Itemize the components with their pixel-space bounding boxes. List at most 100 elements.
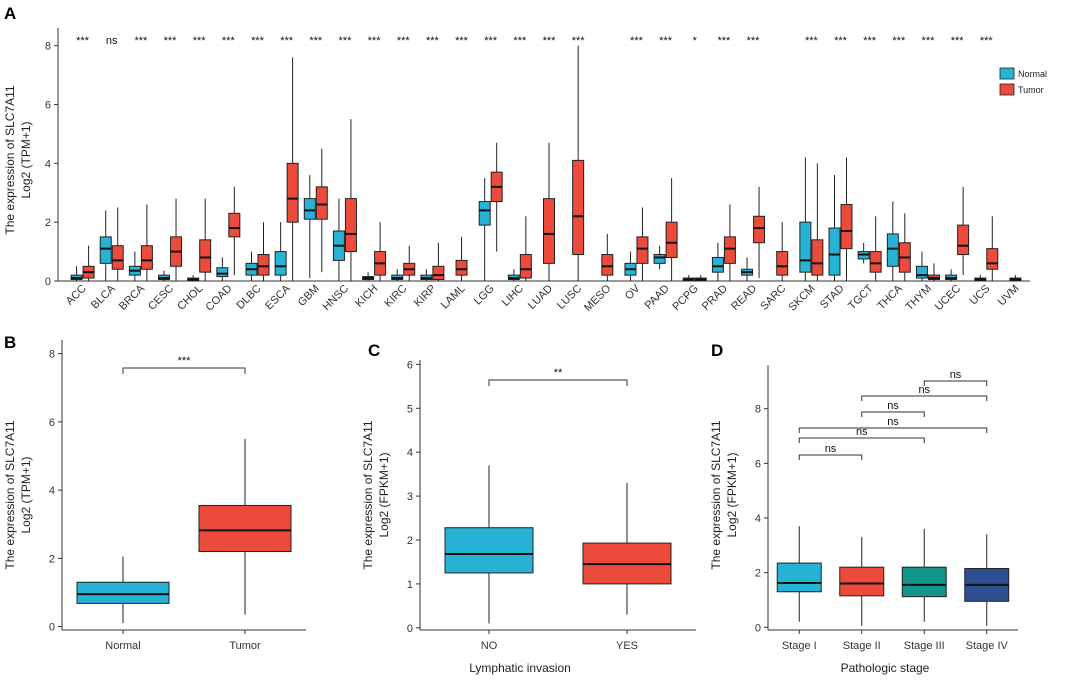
panel-a-paad-normal-box (653, 254, 666, 264)
panel-c-ytick-label: 3 (407, 491, 413, 503)
panel-d-comparison-bracket (798, 427, 988, 433)
panel-d-comparison-bracket (861, 411, 925, 417)
panel-d-stage-iii-box (901, 566, 947, 598)
panel-a-laml-tumor-box (455, 259, 468, 276)
panel-a-hnsc-tumor-box (344, 198, 357, 253)
panel-d-comparison-label: ns (825, 443, 837, 455)
panel-b-comparison-bracket (122, 367, 246, 374)
panel-a-esca-tumor-box (286, 162, 299, 223)
panel-a-ytick-label: 8 (45, 41, 51, 53)
panel-a-gbm-normal-box (303, 198, 316, 220)
panel-c-boxes: NO YES ** (444, 367, 672, 652)
panel-a-significance-tgct: *** (863, 35, 877, 47)
panel-d-ytick-label: 2 (755, 568, 761, 580)
panel-d-xlabel: Pathologic stage (841, 661, 930, 675)
panel-a-significance-gbm: *** (309, 35, 323, 47)
panel-b-boxplot: 0 2 4 6 8 Normal Tumor *** The expression of S… (3, 340, 306, 652)
panel-c-ylabel-line1: The expression of SLC7A11 (361, 420, 375, 570)
panel-b-ytick-label: 0 (49, 622, 55, 634)
panel-a-esca-normal-box (274, 251, 287, 276)
panel-d-ytick-label: 8 (755, 404, 761, 416)
panel-d-comparison-bracket (923, 380, 988, 386)
panel-a-chol-tumor-box (199, 239, 212, 273)
legend-tumor-label: Tumor (1018, 85, 1044, 95)
panel-a-significance-coad: *** (222, 35, 236, 47)
panel-a-blca-tumor-box (111, 245, 124, 270)
panel-a-significance-lgg: *** (484, 35, 498, 47)
panel-a-sarc-tumor-box (776, 251, 789, 276)
panel-a-significance-ucs: *** (980, 35, 994, 47)
panel-d-comparison-label: ns (950, 369, 962, 381)
panel-a-boxes (70, 45, 1022, 281)
panel-d-axis: 0 2 4 6 8 (755, 365, 1018, 634)
panel-a-coad-tumor-box (228, 212, 241, 238)
panel-a-significance-chol: *** (193, 35, 207, 47)
panel-a-significance-kirp: *** (426, 35, 440, 47)
panel-c-xtick-no: NO (481, 640, 498, 652)
panel-a-significance-blca: ns (106, 35, 118, 47)
panel-d-ylabel-line1: The expression of SLC7A11 (709, 420, 723, 570)
panel-letter-b: B (4, 333, 16, 352)
panel-a-prad-normal-box (711, 256, 724, 273)
panel-c-no-box (444, 527, 534, 574)
panel-a-kirp-tumor-box (432, 265, 445, 281)
panel-d-xtick-stage-i: Stage I (782, 640, 817, 652)
panel-a-ytick-label: 2 (45, 217, 51, 229)
panel-b-ytick-label: 8 (49, 349, 55, 361)
panel-a-significance-lusc: *** (572, 35, 586, 47)
panel-d-boxes: Stage I Stage II Stage III Stage IV ns ns ns ns… (776, 369, 1010, 652)
panel-b-axis: 0 2 4 6 8 (49, 340, 306, 634)
panel-b-xtick-tumor: Tumor (229, 640, 261, 652)
panel-c-xlabel: Lymphatic invasion (469, 661, 571, 675)
panel-c-ytick-label: 0 (407, 623, 413, 635)
panel-letter-d: D (711, 341, 723, 360)
panel-a-significance-kirc: *** (397, 35, 411, 47)
panel-a-significance-brca: *** (134, 35, 148, 47)
panel-d-comparison-bracket (798, 454, 863, 460)
panel-c-comparison-label: ** (554, 367, 563, 379)
panel-letter-a: A (4, 4, 16, 23)
panel-d-ytick-label: 4 (755, 513, 761, 525)
panel-a-stad-normal-box (828, 227, 841, 276)
panel-b-ylabel-line2: Log2 (TPM+1) (19, 456, 33, 533)
panel-a-significance-kich: *** (368, 35, 382, 47)
panel-c-ytick-label: 5 (407, 403, 413, 415)
panel-d-comparison-label: ns (856, 426, 868, 438)
panel-a-significance-ucec: *** (951, 35, 965, 47)
panel-a-coad-normal-box (216, 267, 229, 278)
legend-tumor-swatch (999, 83, 1015, 96)
panel-b-xtick-normal: Normal (105, 640, 140, 652)
panel-c-axis: 0 1 2 3 4 5 6 (407, 359, 696, 635)
panel-a-significance-esca: *** (280, 35, 294, 47)
panel-d-ytick-label: 0 (755, 622, 761, 634)
panel-a-prad-tumor-box (723, 236, 736, 264)
panel-a-significance-thym: *** (922, 35, 936, 47)
panel-a-thca-normal-box (886, 233, 899, 267)
legend-normal-label: Normal (1018, 69, 1047, 79)
panel-d-stage-i-box (776, 562, 822, 593)
panel-b-ytick-label: 4 (49, 485, 55, 497)
panel-a-significance-prad: *** (717, 35, 731, 47)
panel-a-ytick-label: 6 (45, 99, 51, 111)
panel-a-significance-pcpg: * (693, 35, 698, 47)
panel-a-significance-paad: *** (659, 35, 673, 47)
panel-a-ucs-tumor-box (986, 248, 999, 270)
panel-b-ylabel-line1: The expression of SLC7A11 (3, 420, 17, 570)
panel-c-ylabel-line2: Log2 (FPKM+1) (377, 452, 391, 537)
panel-a-paad-tumor-box (665, 221, 678, 258)
panel-c-boxplot: 0 1 2 3 4 5 6 NO YES ** The expression of SLC7A1… (361, 359, 696, 675)
panel-d-ylabel-line2: Log2 (FPKM+1) (725, 452, 739, 537)
panel-c-comparison-bracket (488, 379, 628, 386)
panel-a-significance-read: *** (747, 35, 761, 47)
panel-a-dlbc-tumor-box (257, 254, 270, 276)
panel-a-ov-tumor-box (636, 236, 649, 264)
panel-a-tgct-tumor-box (869, 251, 882, 273)
panel-a-blca-normal-box (99, 236, 112, 264)
panel-a-ylabel-line2: Log2 (TPM+1) (19, 121, 33, 198)
panel-a-significance-thca: *** (892, 35, 906, 47)
legend-normal-swatch (999, 67, 1015, 80)
panel-c-ytick-label: 6 (407, 359, 413, 371)
panel-d-xtick-stage-iii: Stage III (904, 640, 945, 652)
panel-a-significance-ov: *** (630, 35, 644, 47)
panel-b-ytick-label: 2 (49, 553, 55, 565)
